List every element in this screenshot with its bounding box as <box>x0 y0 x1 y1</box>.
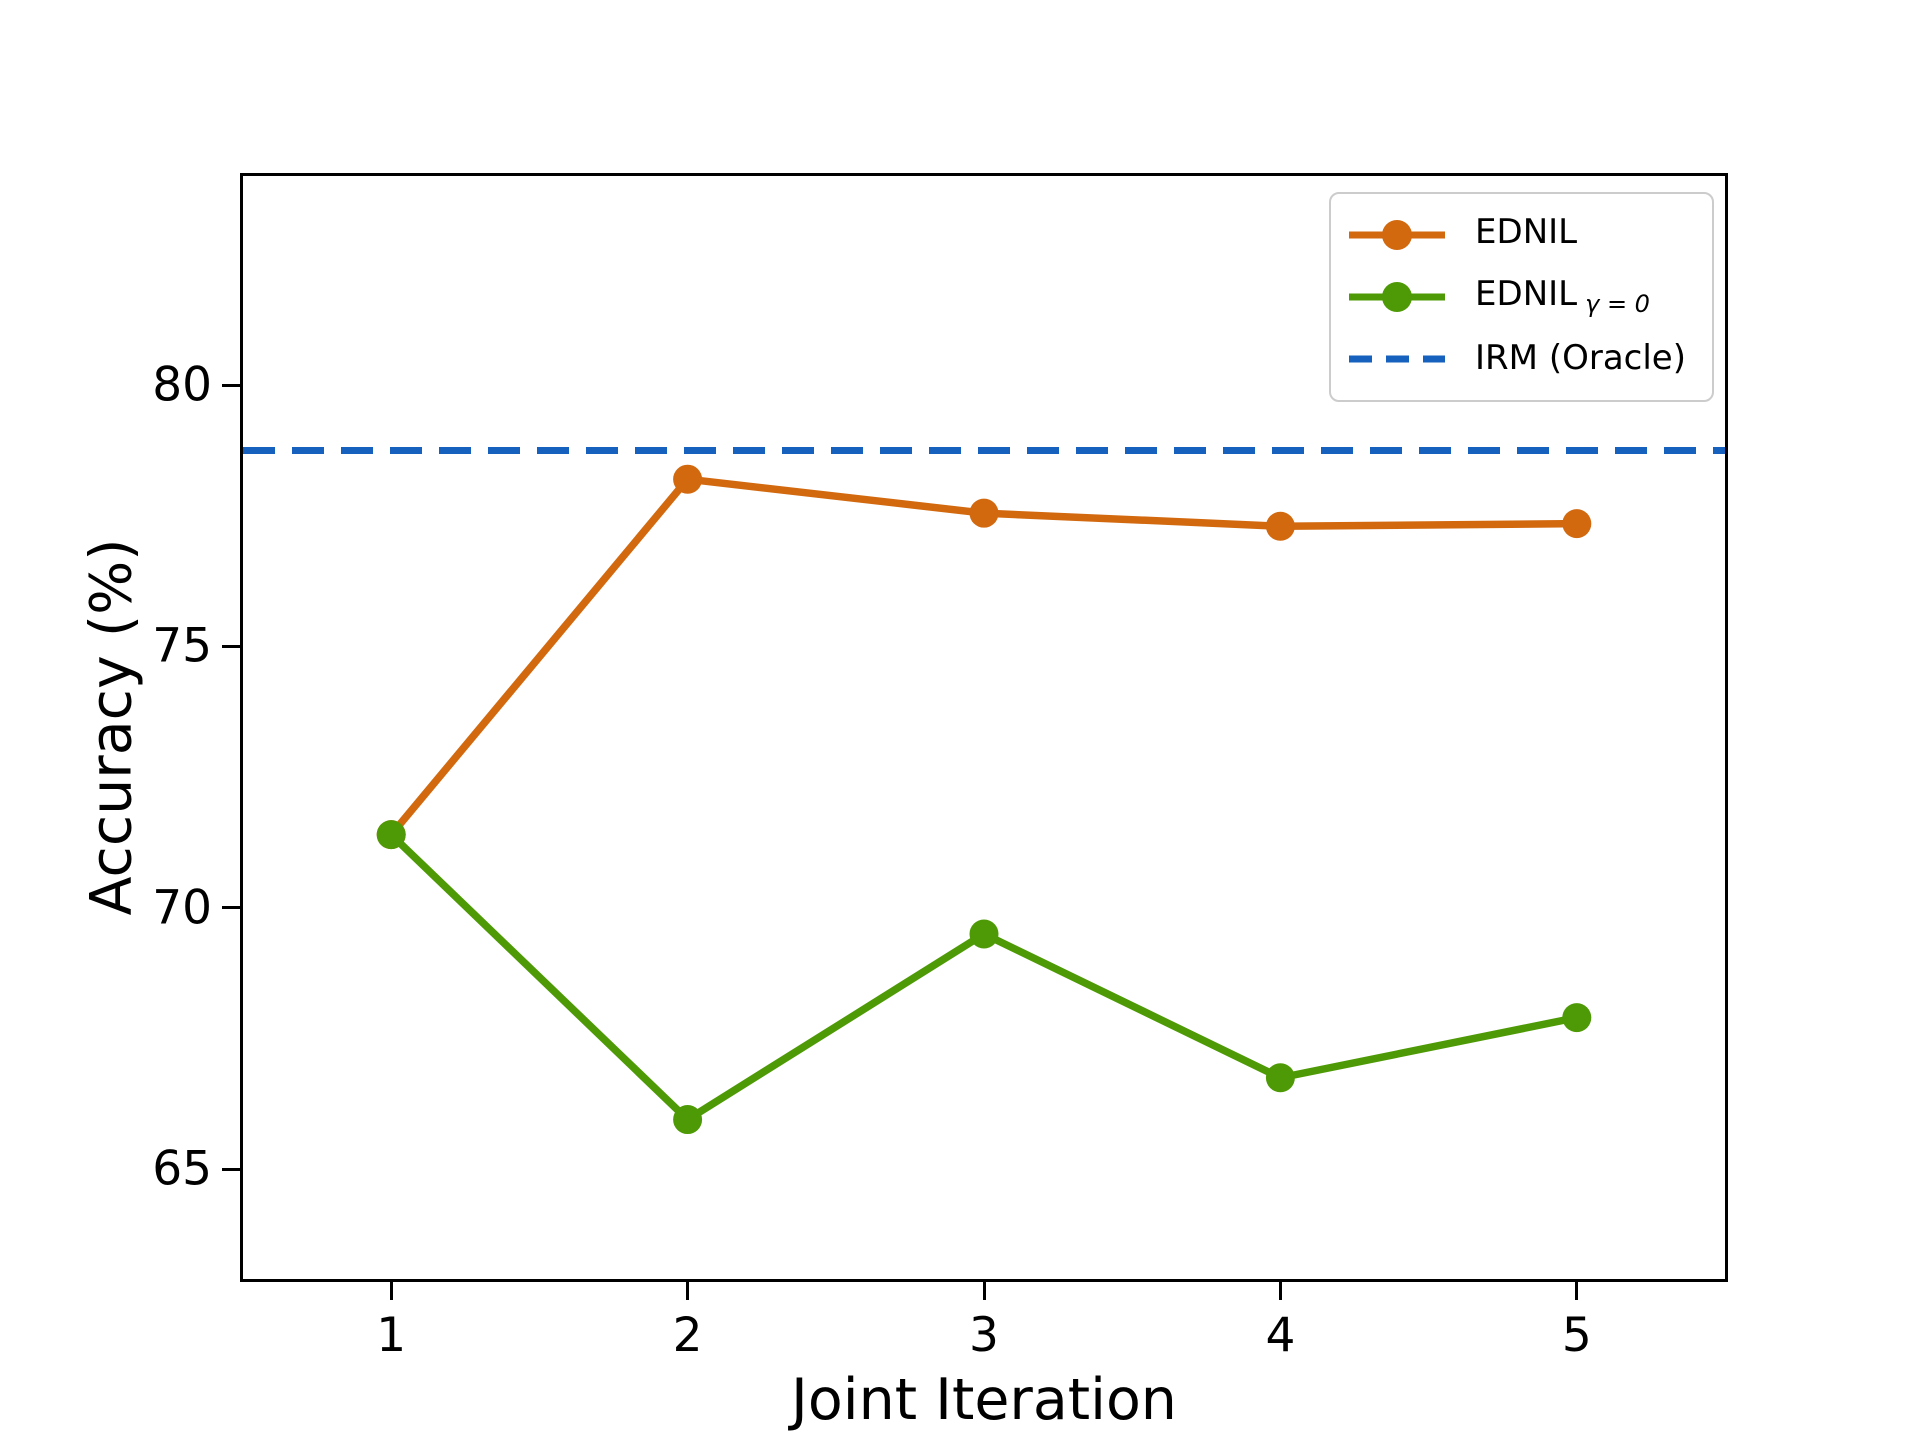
y-tick <box>222 644 240 648</box>
y-tick <box>222 1167 240 1171</box>
legend: EDNIL EDNIL γ = 0 IRM (Oracle) <box>1329 192 1714 402</box>
legend-swatch-ednil-gamma0 <box>1349 279 1446 315</box>
plot-area: EDNIL EDNIL γ = 0 IRM (Oracle) <box>240 173 1728 1282</box>
data-point <box>1562 1003 1592 1033</box>
legend-item-ednil-gamma0: EDNIL γ = 0 <box>1349 266 1686 328</box>
series-line-1 <box>388 831 1578 1124</box>
x-tick <box>1575 1282 1579 1300</box>
data-point <box>376 820 406 850</box>
legend-swatch-ednil <box>1349 217 1446 253</box>
x-tick <box>1278 1282 1282 1300</box>
legend-item-ednil: EDNIL <box>1349 204 1686 266</box>
legend-swatch-irm-oracle <box>1349 341 1446 377</box>
x-tick-label: 4 <box>1265 1308 1296 1363</box>
x-tick-label: 1 <box>376 1308 407 1363</box>
y-tick-label: 75 <box>152 618 212 674</box>
series-line-0 <box>388 475 1577 838</box>
data-point <box>969 498 999 528</box>
data-point <box>673 464 703 494</box>
legend-label: IRM (Oracle) <box>1475 338 1686 379</box>
legend-marker-icon <box>1382 282 1413 312</box>
y-tick <box>222 906 240 910</box>
legend-dashed-line-icon <box>1349 355 1446 363</box>
y-tick-label: 65 <box>152 1141 212 1197</box>
x-tick <box>686 1282 690 1300</box>
y-tick-label: 80 <box>152 357 212 413</box>
data-point <box>1265 1063 1295 1093</box>
legend-item-irm-oracle: IRM (Oracle) <box>1349 328 1686 390</box>
x-tick <box>389 1282 393 1300</box>
plot-canvas <box>243 446 1725 1135</box>
y-tick <box>222 383 240 387</box>
y-tick-label: 70 <box>152 880 212 936</box>
data-point <box>1562 509 1592 539</box>
y-axis-title: Accuracy (%) <box>78 538 145 916</box>
data-point <box>673 1105 703 1135</box>
x-axis-title: Joint Iteration <box>791 1367 1177 1433</box>
x-tick <box>982 1282 986 1300</box>
data-point <box>1265 511 1295 541</box>
legend-label: EDNIL γ = 0 <box>1475 274 1650 319</box>
legend-label: EDNIL <box>1475 212 1578 253</box>
legend-marker-icon <box>1382 220 1413 250</box>
x-tick-label: 2 <box>672 1308 703 1363</box>
data-point <box>969 919 999 949</box>
x-tick-label: 3 <box>969 1308 999 1363</box>
x-tick-label: 5 <box>1561 1308 1592 1363</box>
